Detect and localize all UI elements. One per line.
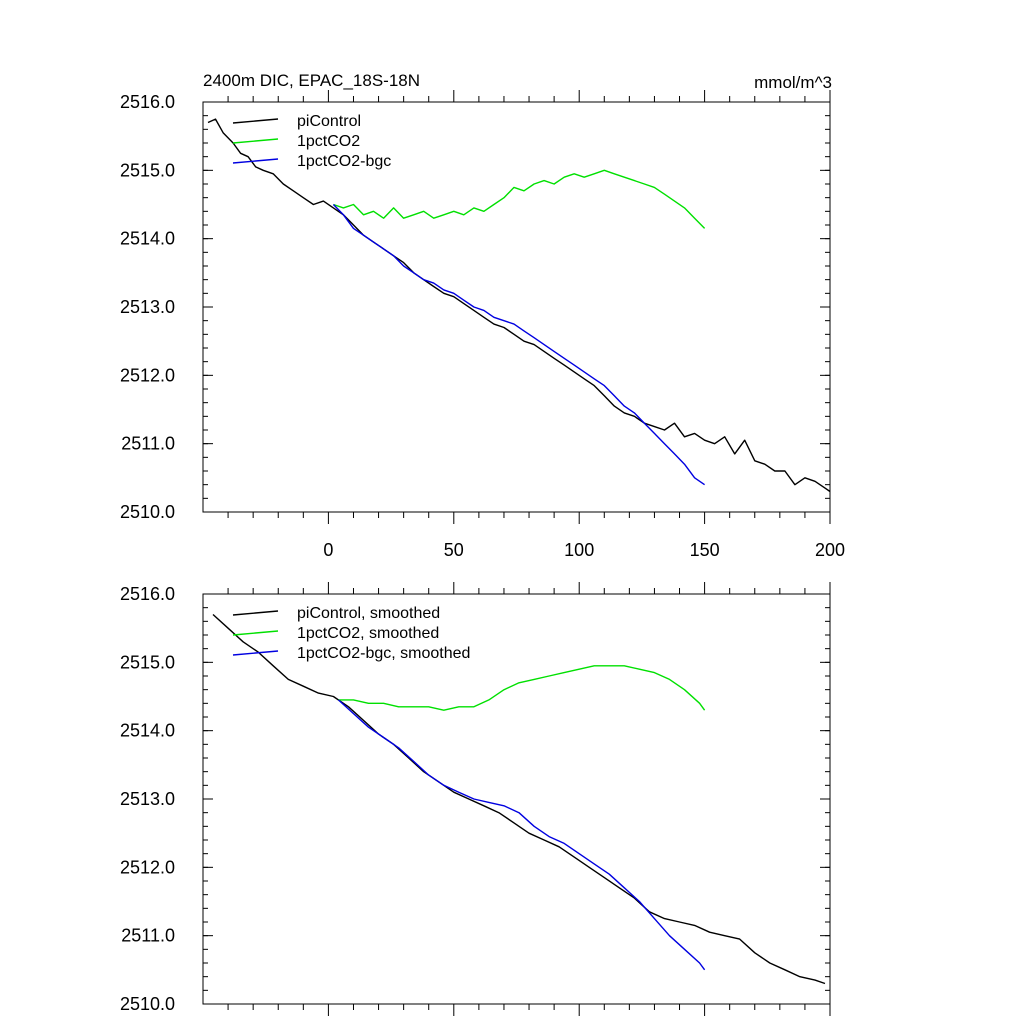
legend-swatch xyxy=(232,610,279,616)
legend-swatch xyxy=(232,630,279,636)
legend-label: piControl, smoothed xyxy=(297,605,440,622)
x-tick-label: 0 xyxy=(323,540,333,560)
legend-swatch xyxy=(232,158,279,164)
y-tick-label: 2512.0 xyxy=(120,365,175,385)
legend-top: piControl 1pctCO2 1pctCO2-bgc xyxy=(232,113,391,170)
series-line xyxy=(207,118,831,493)
legend-label: 1pctCO2-bgc, smoothed xyxy=(297,645,470,662)
x-tick-label: 150 xyxy=(690,540,720,560)
series-line xyxy=(333,169,706,229)
y-tick-label: 2510.0 xyxy=(120,994,175,1014)
legend-swatch xyxy=(232,118,279,124)
series-group-bottom xyxy=(212,613,826,985)
y-tick-label: 2514.0 xyxy=(120,229,175,249)
legend-label: 1pctCO2-bgc xyxy=(297,153,391,170)
axes-top: 2510.0 2511.0 2512.0 2513.0 2514.0 2515.0 2516… xyxy=(120,90,845,560)
panel-top: 2400m DIC, EPAC_18S-18N mmol/m^3 2510.02… xyxy=(120,71,845,560)
series-line xyxy=(337,699,706,971)
x-tick-label: 100 xyxy=(564,540,594,560)
legend-label: 1pctCO2, smoothed xyxy=(297,625,439,642)
x-tick-label: 50 xyxy=(444,540,464,560)
y-tick-label: 2516.0 xyxy=(120,92,175,112)
y-tick-label: 2511.0 xyxy=(121,434,175,454)
legend-swatch xyxy=(232,138,279,144)
y-tick-label: 2515.0 xyxy=(120,160,175,180)
y-tick-label: 2516.0 xyxy=(120,584,175,604)
units-label: mmol/m^3 xyxy=(754,73,832,92)
legend-bottom: piControl, smoothed 1pctCO2, smoothed 1pct… xyxy=(232,605,470,662)
series-group-top xyxy=(207,118,831,493)
legend-swatch xyxy=(232,650,279,656)
series-line xyxy=(212,613,826,985)
x-tick-label: 200 xyxy=(815,540,845,560)
panel-bottom: 2510.0 2511.0 2512.0 2513.0 2514.0 2515.0 2516… xyxy=(120,582,831,1016)
y-tick-label: 2515.0 xyxy=(120,652,175,672)
y-tick-label: 2513.0 xyxy=(120,789,175,809)
series-line xyxy=(332,204,705,486)
chart-title: 2400m DIC, EPAC_18S-18N xyxy=(203,71,420,90)
y-tick-label: 2511.0 xyxy=(121,926,175,946)
axes-bottom: 2510.0 2511.0 2512.0 2513.0 2514.0 2515.0 2516… xyxy=(120,582,831,1016)
y-tick-label: 2513.0 xyxy=(120,297,175,317)
y-tick-label: 2514.0 xyxy=(120,721,175,741)
y-tick-label: 2512.0 xyxy=(120,857,175,877)
series-line xyxy=(338,665,706,711)
legend-label: 1pctCO2 xyxy=(297,133,360,150)
y-tick-label: 2510.0 xyxy=(120,502,175,522)
legend-label: piControl xyxy=(297,113,361,130)
